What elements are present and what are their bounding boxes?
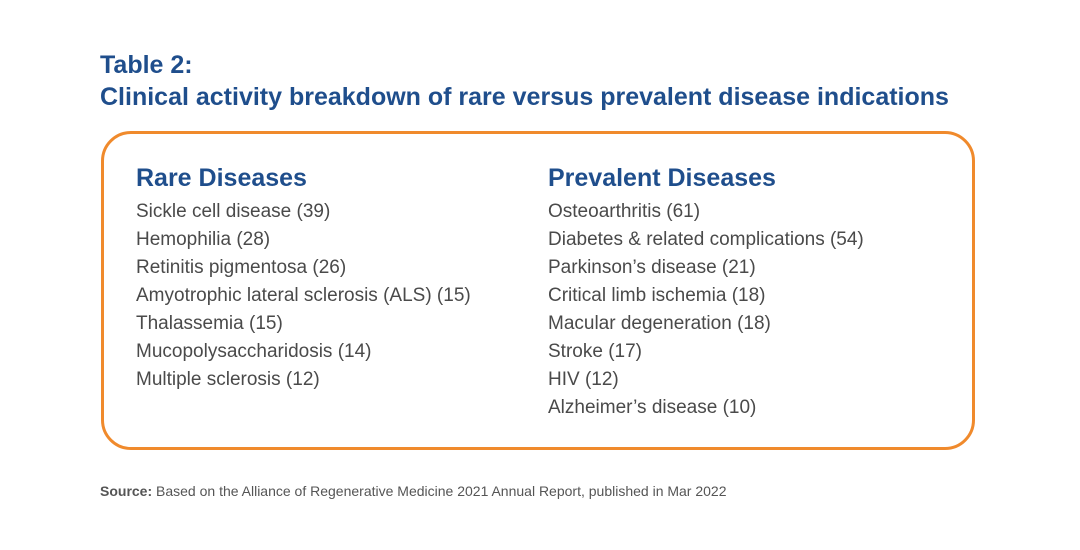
prevalent-diseases-column: Prevalent Diseases Osteoarthritis (61) D… — [548, 162, 864, 422]
list-item: Amyotrophic lateral sclerosis (ALS) (15) — [136, 285, 471, 306]
list-item: Multiple sclerosis (12) — [136, 369, 320, 390]
table-title: Clinical activity breakdown of rare vers… — [100, 83, 949, 111]
prevalent-diseases-heading: Prevalent Diseases — [548, 164, 776, 192]
source-text: Based on the Alliance of Regenerative Me… — [152, 483, 727, 499]
list-item: Parkinson’s disease (21) — [548, 257, 756, 278]
list-item: Osteoarthritis (61) — [548, 201, 701, 222]
prevalent-diseases-list: Osteoarthritis (61) Diabetes & related c… — [548, 198, 864, 422]
list-item: Macular degeneration (18) — [548, 313, 771, 334]
list-item: Thalassemia (15) — [136, 313, 283, 334]
rare-diseases-heading: Rare Diseases — [136, 164, 307, 192]
list-item: Stroke (17) — [548, 341, 642, 362]
rare-diseases-list: Sickle cell disease (39) Hemophilia (28)… — [136, 198, 471, 394]
source-note: Source: Based on the Alliance of Regener… — [100, 483, 727, 499]
list-item: HIV (12) — [548, 369, 619, 390]
source-label: Source: — [100, 483, 153, 499]
table-number: Table 2: — [100, 51, 193, 79]
list-item: Alzheimer’s disease (10) — [548, 397, 757, 418]
rare-diseases-column: Rare Diseases Sickle cell disease (39) H… — [136, 162, 471, 394]
list-item: Mucopolysaccharidosis (14) — [136, 341, 372, 362]
list-item: Retinitis pigmentosa (26) — [136, 257, 347, 278]
list-item: Diabetes & related complications (54) — [548, 229, 864, 250]
table-card — [101, 131, 975, 450]
list-item: Hemophilia (28) — [136, 229, 271, 250]
list-item: Critical limb ischemia (18) — [548, 285, 766, 306]
page-title: Table 2: Clinical activity breakdown of … — [100, 49, 949, 113]
list-item: Sickle cell disease (39) — [136, 201, 331, 222]
